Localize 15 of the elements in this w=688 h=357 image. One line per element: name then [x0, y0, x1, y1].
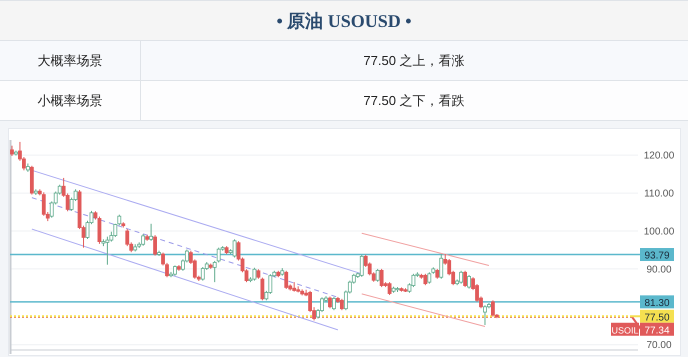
text: 大概率场景 — [38, 53, 102, 68]
y-tick-label: 120.00 — [644, 150, 675, 162]
text: 77.50 之下，看跌 — [363, 93, 465, 108]
y-tick-label: 110.00 — [644, 188, 674, 200]
text: 小概率场景 — [38, 93, 102, 108]
text: 77.50 之上，看涨 — [363, 53, 465, 68]
y-tick-label: 90.00 — [646, 264, 672, 276]
ref-line-label: 77.50 — [644, 312, 670, 324]
y-tick-label: 100.00 — [644, 226, 675, 238]
annotation: USOIL — [611, 325, 639, 336]
legend-label: 77.34 — [644, 325, 670, 336]
y-tick-label: 70.00 — [646, 340, 672, 352]
ref-line-label: 93.79 — [644, 250, 670, 262]
ref-line-label: 81.30 — [644, 298, 670, 309]
chart-title: • 原油 USOUSD • — [276, 11, 412, 31]
